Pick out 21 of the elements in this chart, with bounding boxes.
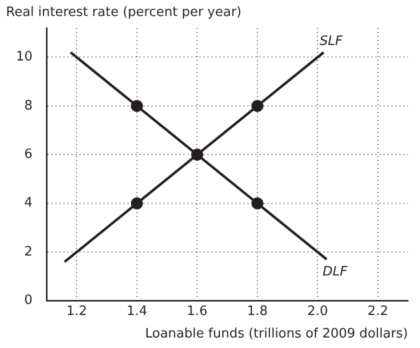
y-tick-label: 0 <box>24 293 33 308</box>
series-label: DLF <box>322 264 348 280</box>
x-tick-label: 1.8 <box>247 304 268 319</box>
x-tick-label: 1.2 <box>66 304 88 319</box>
point <box>130 197 143 210</box>
series-label: SLF <box>320 34 344 50</box>
y-tick-label: 6 <box>24 147 33 162</box>
x-tick-label: 1.6 <box>186 304 208 319</box>
x-tick-label: 1.4 <box>126 304 148 319</box>
point <box>191 148 204 161</box>
x-axis-title: Loanable funds (trillions of 2009 dollars) <box>145 326 408 342</box>
x-tick-label: 2.0 <box>307 304 328 319</box>
point <box>130 100 143 112</box>
x-tick-label: 2.2 <box>368 304 388 319</box>
y-tick-label: 4 <box>24 196 33 211</box>
point <box>251 100 264 112</box>
point <box>251 197 264 210</box>
y-tick-label: 2 <box>24 244 33 260</box>
y-tick-label: 10 <box>16 50 33 65</box>
y-tick-label: 8 <box>24 98 33 114</box>
y-axis-title: Real interest rate (percent per year) <box>6 4 242 20</box>
